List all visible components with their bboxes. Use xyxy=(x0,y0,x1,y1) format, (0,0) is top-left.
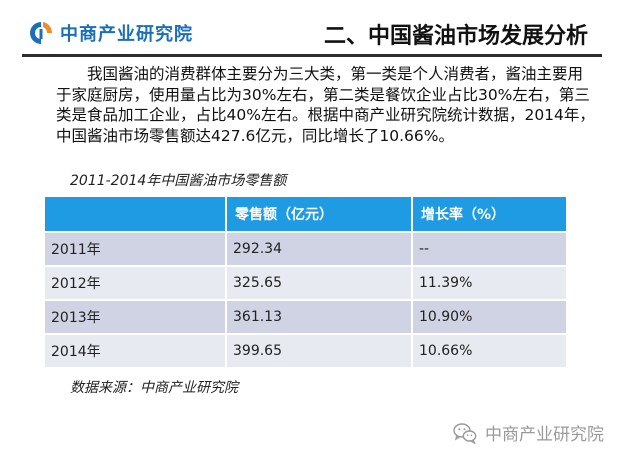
company-logo-icon xyxy=(30,22,53,44)
table-cell-year: 2013年 xyxy=(45,299,227,334)
table-cell-year: 2014年 xyxy=(45,333,227,367)
slide-header: 中商产业研究院 二、中国酱油市场发展分析 xyxy=(0,0,624,60)
table-cell-growth-rate: 10.90% xyxy=(412,299,566,334)
slide-title: 二、中国酱油市场发展分析 xyxy=(323,24,588,49)
table-cell-retail-sales: 325.65 xyxy=(226,265,413,300)
table-cell-year: 2011年 xyxy=(45,231,227,266)
table-row: 2014年 399.65 10.66% xyxy=(45,333,566,367)
company-logo: 中商产业研究院 xyxy=(28,20,193,46)
table-header-growth-rate: 增长率（%） xyxy=(412,197,566,232)
retail-sales-table: 零售额（亿元） 增长率（%） 2011年 292.34 -- 2012年 325… xyxy=(45,197,566,367)
table-header-year xyxy=(45,197,227,232)
table-header-retail-sales: 零售额（亿元） xyxy=(226,197,413,232)
wechat-icon xyxy=(453,422,477,444)
table-cell-retail-sales: 361.13 xyxy=(226,299,413,334)
table-cell-growth-rate: 11.39% xyxy=(412,265,566,300)
footer-brand-text: 中商产业研究院 xyxy=(485,425,604,445)
table-cell-year: 2012年 xyxy=(45,265,227,300)
table-header-row: 零售额（亿元） 增长率（%） xyxy=(45,197,566,232)
table-row: 2013年 361.13 10.90% xyxy=(45,299,566,334)
header-divider xyxy=(22,54,602,57)
body-paragraph: 我国酱油的消费群体主要分为三大类，第一类是个人消费者，酱油主要用于家庭厨房，使用… xyxy=(56,65,595,145)
table-cell-retail-sales: 292.34 xyxy=(226,231,413,266)
table-cell-retail-sales: 399.65 xyxy=(226,333,413,367)
table-cell-growth-rate: -- xyxy=(412,231,566,266)
table-cell-growth-rate: 10.66% xyxy=(412,333,566,367)
table-row: 2012年 325.65 11.39% xyxy=(45,265,566,300)
table-caption: 2011-2014年中国酱油市场零售额 xyxy=(70,173,287,189)
logo-text: 中商产业研究院 xyxy=(60,24,193,45)
table-row: 2011年 292.34 -- xyxy=(45,231,566,266)
data-source-note: 数据来源：中商产业研究院 xyxy=(70,380,238,396)
footer-watermark: 中商产业研究院 xyxy=(453,420,604,445)
